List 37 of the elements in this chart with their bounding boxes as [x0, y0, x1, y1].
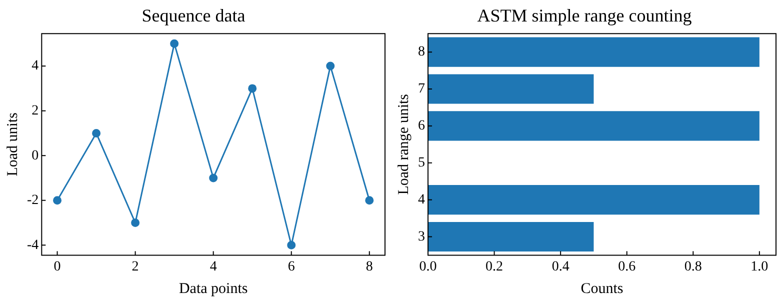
point	[287, 240, 296, 250]
y-tick-label: 8	[418, 44, 425, 60]
point	[131, 218, 140, 227]
x-axis-title: Data points	[178, 280, 248, 297]
point	[53, 196, 62, 205]
point	[170, 39, 179, 48]
x-axis-title: Counts	[580, 280, 624, 297]
chart-title: Sequence data	[142, 6, 246, 26]
y-tick-label: 6	[418, 118, 425, 134]
y-tick-label: 3	[418, 229, 425, 244]
y-tick-label: 5	[418, 156, 425, 171]
point	[365, 196, 374, 205]
x-tick-label: 1.0	[750, 259, 768, 274]
point	[209, 174, 218, 182]
point	[326, 62, 335, 70]
x-tick-label: 8	[366, 259, 373, 274]
y-tick-label: 7	[418, 82, 425, 97]
x-tick-label: 0.2	[486, 259, 504, 274]
y-tick-label: 2	[32, 103, 39, 118]
x-tick-label: 0.4	[552, 259, 570, 274]
y-tick-label: 4	[418, 192, 425, 208]
x-tick-label: 0.0	[419, 259, 437, 274]
point	[248, 84, 257, 93]
y-tick-label: 4	[32, 58, 39, 74]
y-tick-label: -4	[26, 238, 39, 253]
x-tick-label: 6	[288, 259, 295, 274]
y-axis-title: Load range units	[396, 94, 412, 195]
x-tick-label: 4	[210, 259, 217, 274]
y-axis-title: Load units	[4, 112, 21, 176]
x-tick-label: 0.8	[684, 259, 702, 274]
chart-title: ASTM simple range counting	[477, 6, 692, 26]
point	[92, 128, 101, 138]
x-tick-label: 2	[132, 259, 139, 274]
y-tick-label: 0	[32, 148, 39, 164]
x-tick-label: 0.6	[618, 259, 636, 274]
x-tick-label: 0	[54, 259, 61, 274]
y-tick-label: -2	[26, 193, 39, 208]
